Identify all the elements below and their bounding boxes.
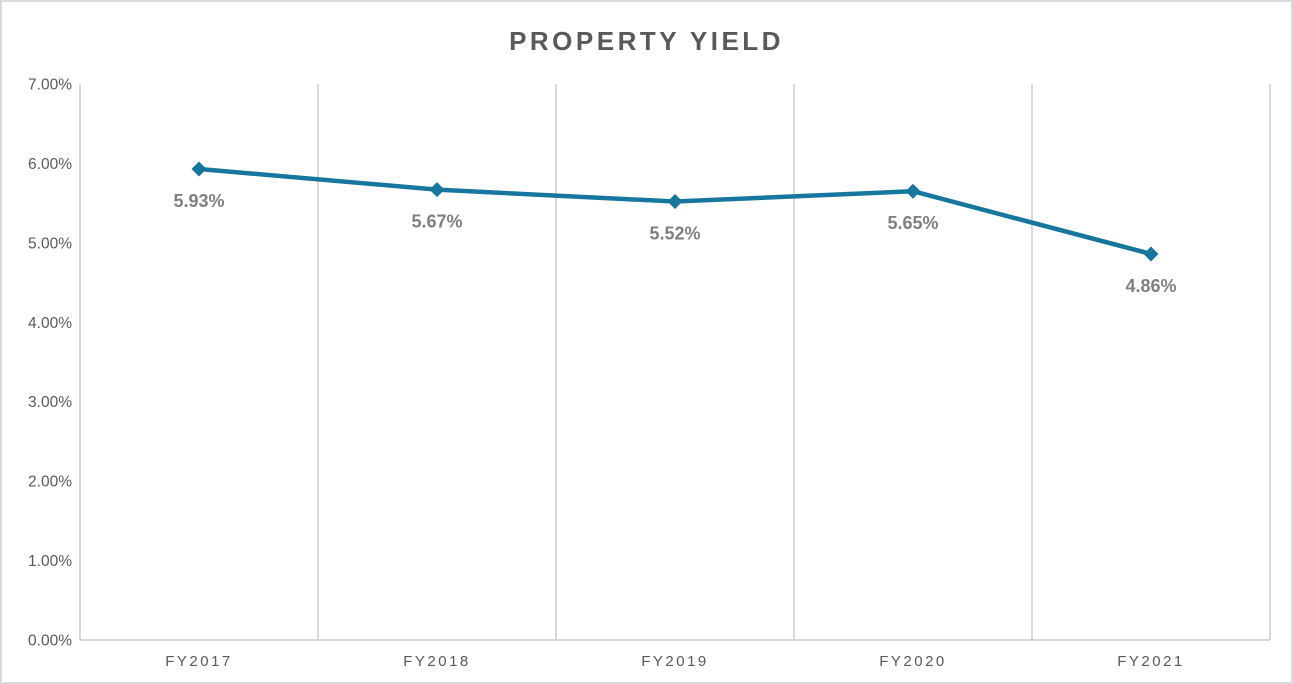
y-tick-label: 1.00%: [28, 553, 72, 570]
y-tick-label: 7.00%: [28, 77, 72, 94]
data-point-label: 5.52%: [649, 224, 700, 244]
data-point-marker: [905, 183, 921, 199]
y-tick-label: 4.00%: [28, 315, 72, 332]
chart-title: PROPERTY YIELD: [509, 26, 784, 56]
y-tick-label: 6.00%: [28, 156, 72, 173]
x-tick-label: FY2017: [165, 653, 233, 670]
data-point-label: 5.93%: [173, 191, 224, 211]
y-tick-label: 0.00%: [28, 633, 72, 650]
y-tick-label: 2.00%: [28, 474, 72, 491]
x-tick-label: FY2021: [1117, 653, 1185, 670]
data-point-marker: [191, 161, 207, 177]
data-point-label: 5.65%: [887, 213, 938, 233]
x-tick-label: FY2018: [403, 653, 471, 670]
data-point-marker: [667, 194, 683, 210]
data-point-label: 5.67%: [411, 212, 462, 232]
data-point-label: 4.86%: [1125, 276, 1176, 296]
y-tick-label: 5.00%: [28, 235, 72, 252]
data-point-marker: [429, 182, 445, 198]
x-tick-label: FY2020: [879, 653, 947, 670]
data-point-marker: [1143, 246, 1159, 262]
y-tick-label: 3.00%: [28, 394, 72, 411]
x-tick-label: FY2019: [641, 653, 709, 670]
